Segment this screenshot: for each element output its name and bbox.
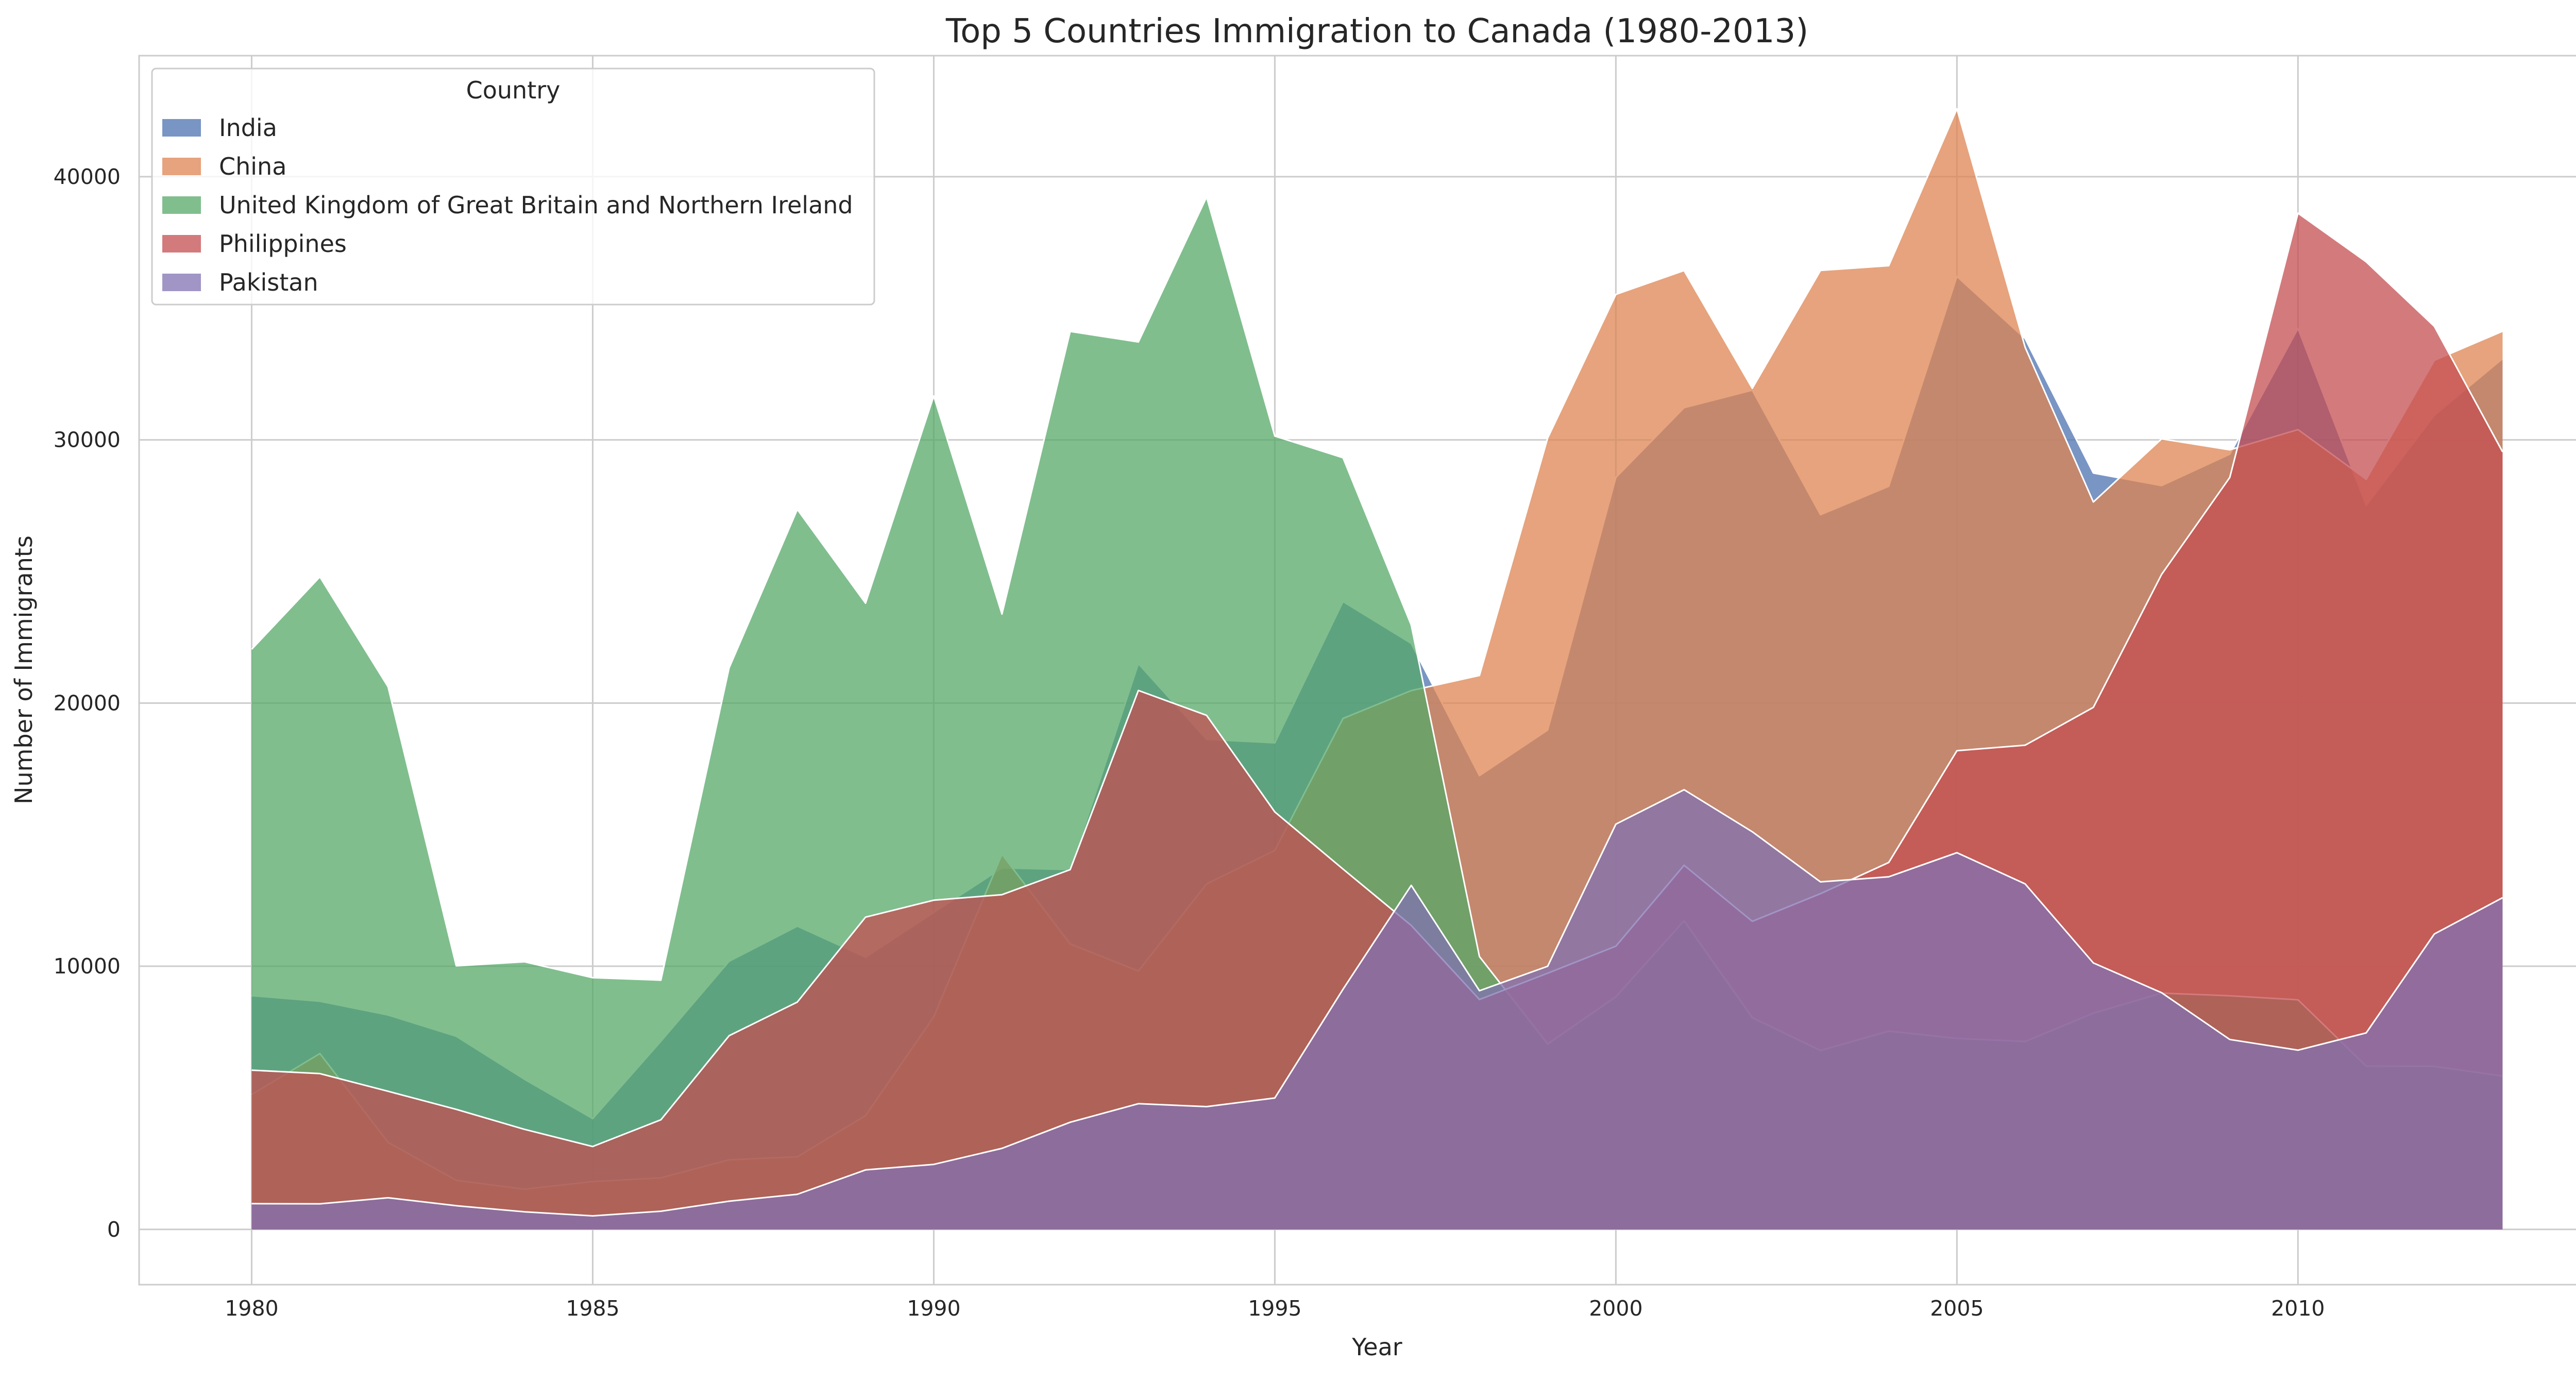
legend-swatch-india	[162, 119, 201, 137]
x-tick-label: 2000	[1589, 1296, 1642, 1321]
legend-swatch-philippines	[162, 235, 201, 253]
plot-frame	[138, 55, 2576, 1286]
x-tick-label: 1995	[1248, 1296, 1301, 1321]
legend: Country India China United Kingdom of Grea…	[151, 68, 875, 306]
chart-title: Top 5 Countries Immigration to Canada (1…	[945, 12, 1808, 51]
y-tick-label: 10000	[54, 954, 121, 979]
legend-swatch-pakistan	[162, 274, 201, 291]
y-tick-label: 40000	[54, 164, 121, 189]
x-axis-label: Year	[1351, 1333, 1402, 1361]
legend-label-united-kingdom-of-great-britain-and-northern-ireland: United Kingdom of Great Britain and Nort…	[219, 191, 853, 219]
area-edge-pakistan	[251, 789, 2503, 1217]
y-axis-label: Number of Immigrants	[10, 535, 38, 804]
x-tick-label: 1985	[566, 1296, 619, 1321]
area-united-kingdom-of-great-britain-and-northern-ireland	[251, 197, 2503, 1230]
area-pakistan	[251, 789, 2503, 1230]
axis-ticks: 1980 1985 1990 1995 2000 2005 2010 0 10000 20000 3…	[54, 164, 2325, 1321]
area-series	[251, 108, 2503, 1230]
legend-label-pakistan: Pakistan	[219, 268, 318, 296]
x-tick-label: 1980	[225, 1296, 278, 1321]
legend-swatch-united-kingdom-of-great-britain-and-northern-ireland	[162, 196, 201, 214]
y-tick-label: 30000	[54, 428, 121, 452]
x-tick-label: 2010	[2271, 1296, 2325, 1321]
area-edge-philippines	[251, 212, 2503, 1148]
legend-frame	[151, 68, 875, 306]
y-tick-label: 0	[107, 1217, 121, 1242]
x-tick-label: 2005	[1930, 1296, 1984, 1321]
legend-items: India China United Kingdom of Great Britai…	[162, 114, 853, 296]
legend-label-india: India	[219, 114, 277, 142]
legend-label-china: China	[219, 153, 286, 180]
legend-label-philippines: Philippines	[219, 230, 347, 258]
legend-title: Country	[466, 76, 561, 104]
y-tick-label: 20000	[54, 691, 121, 715]
x-tick-label: 1990	[907, 1296, 960, 1321]
legend-swatch-china	[162, 158, 201, 175]
